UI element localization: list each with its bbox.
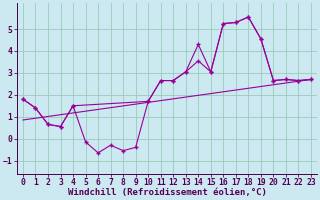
X-axis label: Windchill (Refroidissement éolien,°C): Windchill (Refroidissement éolien,°C): [68, 188, 266, 197]
